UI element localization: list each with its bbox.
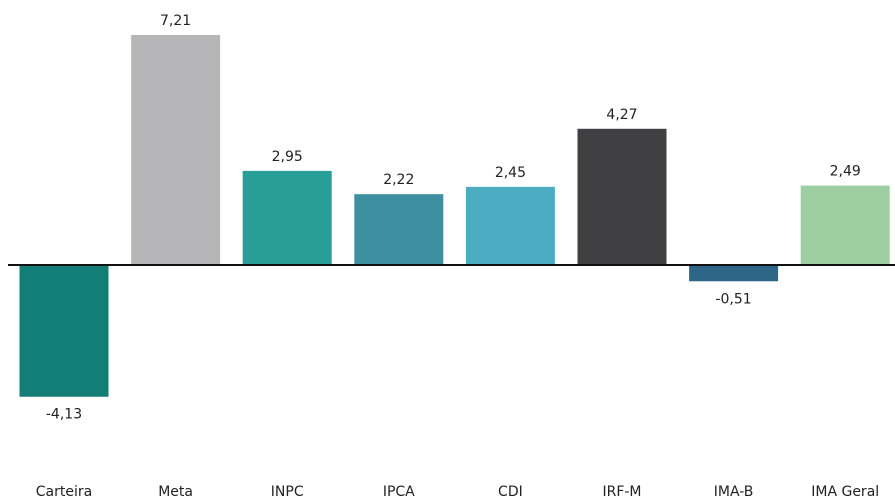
x-tick-label: IPCA (383, 484, 415, 500)
x-tick-label: Meta (158, 484, 193, 500)
data-label: 2,49 (830, 164, 861, 180)
data-label: -0,51 (715, 291, 751, 307)
bar (800, 185, 890, 265)
bar (577, 128, 667, 265)
bar (354, 194, 444, 265)
data-label: -4,13 (46, 407, 82, 423)
x-tick-label: IMA-B (714, 484, 754, 500)
data-label: 2,22 (383, 172, 414, 188)
x-tick-label: CDI (498, 484, 523, 500)
bar (242, 170, 332, 265)
bar (689, 265, 779, 282)
x-tick-label: IRF-M (602, 484, 641, 500)
x-tick-label: Carteira (36, 484, 92, 500)
data-label: 2,45 (495, 165, 526, 181)
x-tick-label: IMA Geral (811, 484, 879, 500)
data-label: 7,21 (160, 13, 191, 29)
bar (465, 186, 555, 265)
data-label: 4,27 (606, 107, 637, 123)
data-label: 2,95 (272, 149, 303, 165)
bar (131, 35, 221, 265)
x-tick-label: INPC (271, 484, 304, 500)
bar (19, 265, 109, 397)
